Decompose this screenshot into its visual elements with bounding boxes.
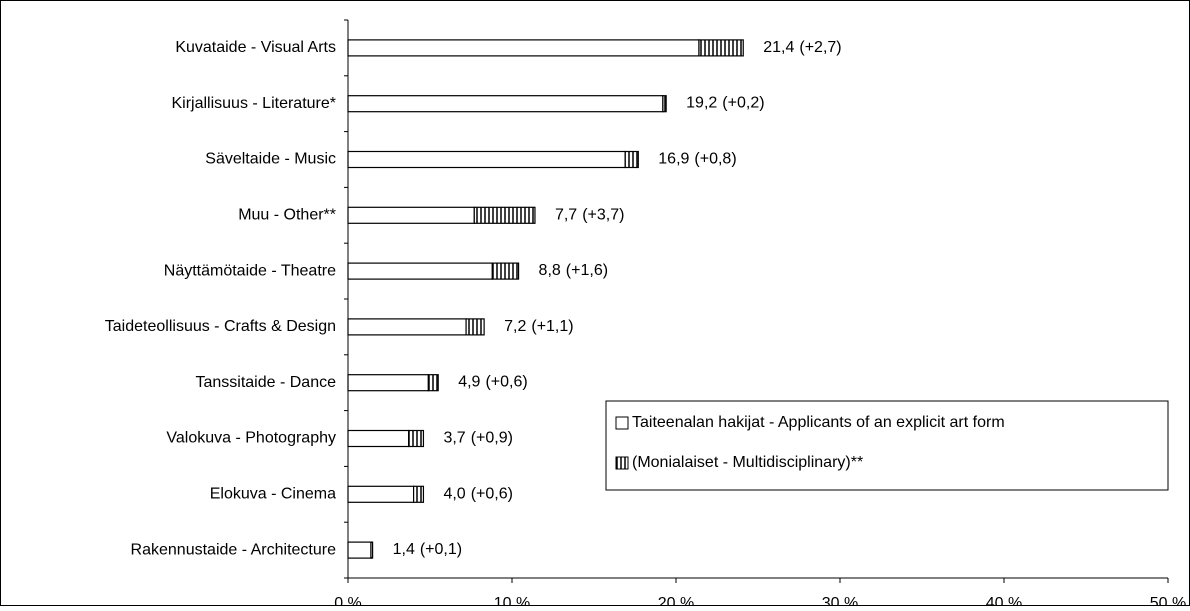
bar-segment [347,541,372,559]
data-label-part: (+0,6) [485,374,527,391]
data-label-part: 19,2 [686,95,717,112]
x-tick-label: 10 % [494,595,530,606]
data-label-part: (+0,6) [471,486,513,503]
legend-label: (Monialaiset - Multidisciplinary)** [632,454,863,471]
data-label: 19,2 (+0,2) [686,95,764,112]
data-label-part: (+0,8) [694,151,736,168]
data-label-part: 3,7 [443,430,465,447]
data-label: 7,7 (+3,7) [555,207,625,224]
legend-label: Taiteenalan hakijat - Applicants of an e… [632,414,1005,431]
data-label-part: 8,8 [539,262,561,279]
bar-segment [465,318,485,336]
data-label-part: 4,0 [443,486,465,503]
data-label: 4,9 (+0,6) [458,374,528,391]
bar-segment [662,95,667,113]
bar-segment [698,39,744,57]
data-label-part: 7,2 [504,318,526,335]
x-tick-label: 40 % [986,595,1022,606]
bar-segment [491,262,520,280]
bar-segment [473,206,536,224]
bar-segment [408,429,425,448]
data-label-part: (+0,9) [471,430,513,447]
y-tick-label: Säveltaide - Music [205,151,336,168]
y-tick-label: Muu - Other** [238,207,336,224]
bar-segment [624,150,639,169]
bar-segment [347,95,664,113]
data-label: 7,2 (+1,1) [504,318,574,335]
y-tick-label: Näyttämötaide - Theatre [164,262,336,279]
x-tick-label: 30 % [822,595,858,606]
data-label: 21,4 (+2,7) [763,39,841,56]
bar-segment [347,150,626,169]
bar-segment [347,429,410,448]
y-tick-label: Kuvataide - Visual Arts [175,39,336,56]
bar-segment [427,374,439,392]
bar-segment [347,318,467,336]
y-tick-label: Kirjallisuus - Literature* [171,95,336,112]
x-tick-label: 50 % [1150,595,1186,606]
data-label: 4,0 (+0,6) [443,486,513,503]
bar-segment [370,541,374,559]
y-tick-label: Elokuva - Cinema [210,486,336,503]
data-label-part: (+2,7) [799,39,841,56]
data-label-part: 7,7 [555,207,577,224]
data-label-part: (+1,1) [531,318,573,335]
data-label-part: 4,9 [458,374,480,391]
data-label-part: 1,4 [393,541,415,558]
data-label-part: 21,4 [763,39,794,56]
data-label: 8,8 (+1,6) [539,262,609,279]
bar-segment [347,206,475,224]
y-tick-label: Valokuva - Photography [166,430,336,447]
legend-box [605,400,1169,491]
x-tick-label: 0 % [334,595,362,606]
x-tick-label: 20 % [658,595,694,606]
data-label-part: (+0,1) [420,541,462,558]
bar-segment [413,485,425,503]
bar-segment [347,485,415,503]
legend-swatch [615,416,629,430]
data-label-part: (+1,6) [566,262,608,279]
data-label-part: (+3,7) [582,207,624,224]
data-label: 16,9 (+0,8) [658,151,736,168]
data-label: 1,4 (+0,1) [393,541,463,558]
y-tick-label: Tanssitaide - Dance [195,374,336,391]
data-label-part: 16,9 [658,151,689,168]
legend-swatch [615,456,629,470]
y-tick-label: Taideteollisuus - Crafts & Design [105,318,336,335]
data-label: 3,7 (+0,9) [443,430,513,447]
bar-segment [347,39,700,57]
bar-segment [347,262,493,280]
data-label-part: (+0,2) [722,95,764,112]
y-tick-label: Rakennustaide - Architecture [131,541,337,558]
bar-segment [347,374,429,392]
